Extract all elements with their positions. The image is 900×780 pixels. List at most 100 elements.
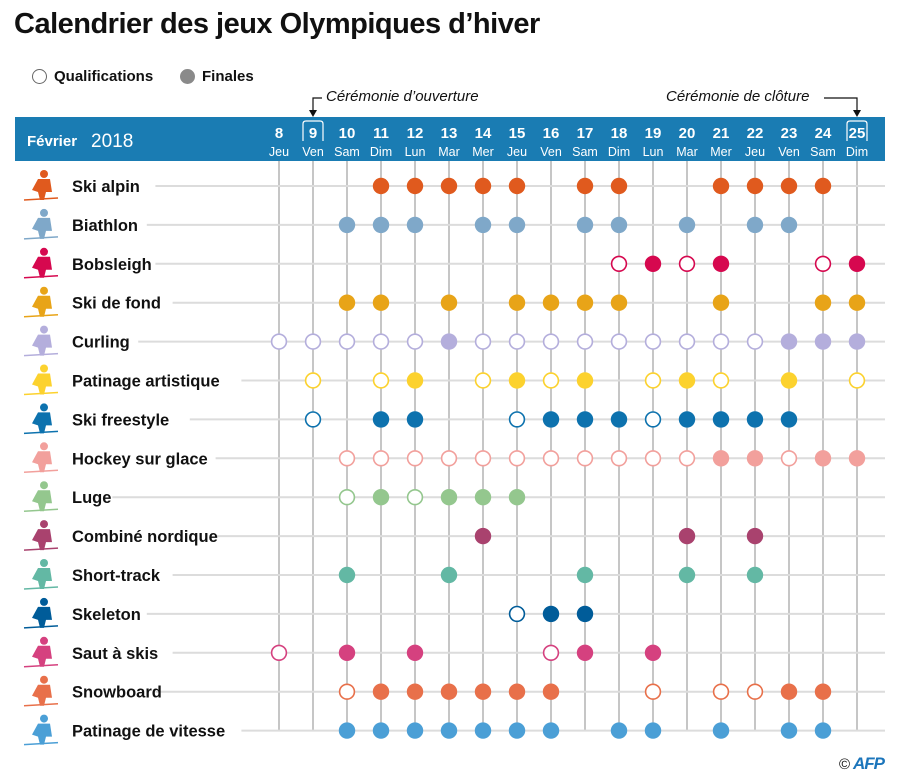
- final-mark: [576, 644, 594, 661]
- final-mark: [814, 722, 832, 739]
- final-mark: [678, 566, 696, 584]
- icon-ski: [23, 469, 59, 474]
- icon-body: [32, 645, 52, 667]
- ski-freestyle-icon: [23, 403, 59, 435]
- qualification-mark: [712, 372, 730, 389]
- final-mark: [780, 722, 798, 739]
- highlighted-day-frame: [846, 120, 868, 141]
- opening-ceremony-label: Cérémonie d’ouverture: [326, 88, 479, 105]
- qualification-mark: [508, 411, 526, 428]
- qualification-mark: [474, 450, 492, 467]
- qualification-mark: [406, 333, 424, 350]
- qualification-mark: [508, 333, 526, 350]
- icon-head: [40, 286, 48, 295]
- final-mark: [406, 216, 424, 234]
- curling-icon: [23, 325, 59, 357]
- qualification-mark: [542, 644, 560, 661]
- final-mark: [712, 255, 730, 272]
- qualification-mark: [338, 450, 356, 467]
- qualification-mark: [304, 411, 322, 428]
- final-mark: [746, 527, 764, 545]
- icon-ski: [23, 430, 59, 435]
- final-mark: [474, 177, 492, 195]
- icon-body: [32, 606, 52, 628]
- filled-circle-icon: [180, 69, 195, 84]
- final-mark: [712, 411, 730, 428]
- icon-ski: [23, 275, 59, 279]
- final-mark: [474, 722, 492, 739]
- header-month: Février: [27, 133, 77, 150]
- final-mark: [474, 527, 492, 545]
- final-mark: [440, 683, 458, 700]
- sport-label: Bobsleigh: [72, 256, 152, 274]
- final-mark: [542, 683, 560, 700]
- day-number: 20: [679, 125, 696, 142]
- weekday-label: Ven: [778, 145, 800, 159]
- day-number: 8: [275, 125, 283, 142]
- final-mark: [406, 644, 424, 661]
- closing-arrow-head: [853, 110, 861, 117]
- icon-body: [32, 568, 52, 589]
- final-mark: [406, 411, 424, 428]
- header-band: [15, 117, 885, 161]
- biathlon-icon: [23, 208, 59, 240]
- closing-ceremony-label: Cérémonie de clôture: [666, 88, 810, 105]
- qualification-mark: [508, 605, 526, 623]
- icon-ski: [23, 664, 59, 668]
- qualification-mark: [372, 450, 390, 467]
- qualification-mark: [644, 411, 662, 428]
- day-number: 24: [815, 125, 832, 142]
- icon-head: [40, 325, 48, 334]
- final-mark: [542, 722, 560, 739]
- highlighted-day-frame: [302, 120, 324, 141]
- opening-arrow-head: [309, 110, 317, 117]
- legend-qualifications: Qualifications: [32, 68, 153, 85]
- qualification-mark: [678, 333, 696, 350]
- patinage-artistique-icon: [23, 364, 59, 396]
- qualification-mark: [474, 372, 492, 389]
- qualification-mark: [644, 333, 662, 350]
- icon-head: [40, 208, 48, 217]
- icon-ski: [23, 391, 59, 396]
- icon-head: [40, 520, 48, 529]
- final-mark: [338, 216, 356, 234]
- patinage-de-vitesse-icon: [23, 714, 59, 746]
- weekday-label: Mer: [472, 145, 494, 159]
- icon-ski: [23, 352, 59, 357]
- final-mark: [372, 411, 390, 428]
- weekday-label: Mer: [710, 145, 732, 159]
- final-mark: [542, 605, 560, 623]
- icon-ski: [23, 197, 59, 201]
- sport-label: Patinage artistique: [72, 373, 220, 391]
- icon-body: [32, 684, 52, 706]
- final-mark: [848, 333, 866, 350]
- qualification-mark: [270, 333, 288, 350]
- weekday-label: Sam: [572, 145, 598, 159]
- weekday-label: Jeu: [507, 145, 527, 159]
- final-mark: [508, 722, 526, 739]
- final-mark: [372, 683, 390, 700]
- sport-label: Curling: [72, 334, 130, 352]
- final-mark: [474, 683, 492, 700]
- sport-label: Hockey sur glace: [72, 450, 208, 468]
- sport-label: Saut à skis: [72, 645, 158, 663]
- final-mark: [678, 216, 696, 234]
- sport-label: Biathlon: [72, 217, 138, 235]
- qualification-mark: [610, 333, 628, 350]
- sport-label: Ski alpin: [72, 178, 140, 196]
- final-mark: [746, 177, 764, 195]
- sport-label: Skeleton: [72, 606, 141, 624]
- final-mark: [678, 527, 696, 545]
- closing-arrow-line: [824, 97, 858, 112]
- weekday-label: Jeu: [269, 145, 289, 159]
- legend-finales-label: Finales: [202, 68, 254, 85]
- sport-label: Snowboard: [72, 684, 162, 702]
- qualification-mark: [644, 683, 662, 700]
- icon-ski: [23, 236, 59, 240]
- icon-body: [32, 723, 52, 745]
- icon-ski: [23, 586, 59, 590]
- final-mark: [848, 294, 866, 311]
- day-number: 22: [747, 125, 764, 142]
- final-mark: [372, 489, 390, 506]
- final-mark: [474, 489, 492, 506]
